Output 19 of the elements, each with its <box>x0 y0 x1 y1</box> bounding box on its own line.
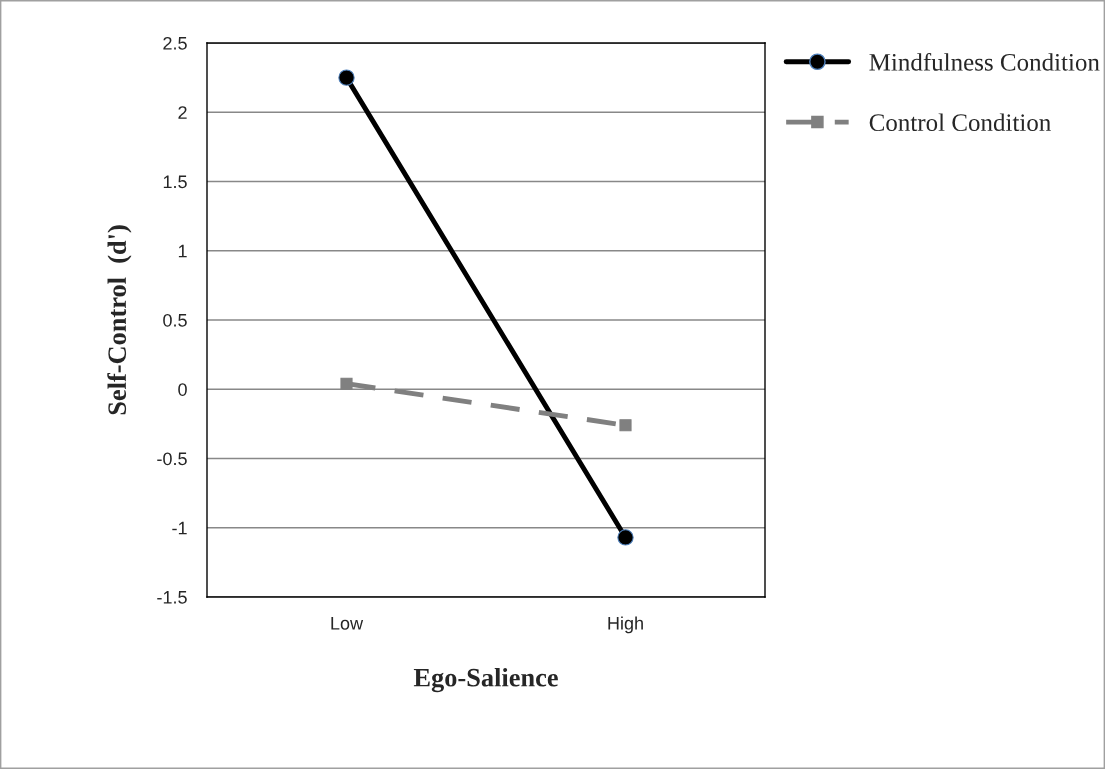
y-axis-title: Self-Control (d') <box>107 225 132 415</box>
point <box>338 69 355 86</box>
legend-label: Mindfulness Condition <box>869 52 1100 71</box>
legend-label: Control Condition <box>869 113 1051 132</box>
point <box>617 529 634 546</box>
y-tick-label: 1.5 <box>163 175 187 189</box>
y-tick-label: -1.5 <box>157 591 187 604</box>
x-tick-label: Low <box>331 617 364 630</box>
point <box>619 419 632 432</box>
point <box>340 377 353 390</box>
y-tick-label: 2 <box>178 106 187 119</box>
y-tick-label: 0.5 <box>163 313 187 327</box>
y-tick-label: -0.5 <box>157 452 187 466</box>
y-tick-label: 1 <box>178 244 187 258</box>
y-tick-label: 2.5 <box>163 36 187 50</box>
y-tick-label: -1 <box>172 521 187 535</box>
x-axis-title: Ego-Salience <box>413 668 558 693</box>
x-tick-label: High <box>608 616 643 634</box>
y-tick-label: 0 <box>178 383 187 396</box>
